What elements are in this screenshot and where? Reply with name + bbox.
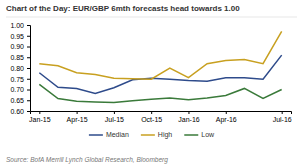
title: Chart of the Day: EUR/GBP 6mth forecasts… [6,4,240,13]
y-axis-line [27,26,31,112]
x-tick: Jan-15 [29,111,51,123]
legend-swatch [141,134,155,136]
chart: Chart of the Day: EUR/GBP 6mth forecasts… [0,0,303,167]
y-tick: 0.70 [10,86,30,93]
y-tick-label: 0.90 [10,43,24,50]
legend: Median High Low [89,131,215,139]
y-axis: 0.60 0.65 0.70 0.75 0.80 0.85 0.90 0.95 1.00 [10,22,30,115]
x-tick-label: Apr-16 [216,116,237,124]
y-tick-mark [27,100,30,101]
legend-item: Low [184,131,215,138]
y-tick: 0.85 [10,54,30,61]
y-tick-label: 1.00 [10,22,24,29]
x-tick-label: Oct-15 [141,116,162,123]
y-tick: 0.75 [10,75,30,82]
y-tick-mark [27,79,30,80]
x-tick: Apr-16 [216,111,237,124]
x-tick-mark [39,111,40,114]
y-tick-label: 0.70 [10,86,24,93]
x-tick-label: Jan-15 [29,116,51,123]
y-tick: 0.60 [10,108,30,115]
legend-swatch [184,134,198,136]
x-tick-label: Jan-16 [178,116,200,123]
title-rule [6,17,297,18]
series-group [39,31,281,102]
series-line [39,84,281,102]
plot: 0.60 0.65 0.70 0.75 0.80 0.85 0.90 0.95 1.00 Jan-… [10,22,291,124]
legend-label: Low [201,131,215,138]
x-tick-label: Jul-16 [273,116,292,123]
x-tick: Jul-16 [273,111,292,123]
x-tick-mark [77,111,78,114]
y-tick-label: 0.65 [10,97,24,104]
y-tick-mark [27,47,30,48]
x-axis: Jan-15 Apr-15 Jul-15 Oct-15 Jan-16 Apr-16 Jul-… [29,111,292,124]
y-tick-mark [27,111,30,112]
y-tick-mark [27,57,30,58]
y-tick-mark [27,36,30,37]
y-tick-label: 0.60 [10,108,24,115]
x-tick-label: Jul-15 [105,116,124,123]
x-tick-mark [188,111,189,114]
x-tick: Jan-16 [178,111,200,123]
legend-label: Median [106,131,129,138]
legend-swatch [89,134,103,136]
x-tick-label: Apr-15 [67,116,88,124]
legend-item: High [141,131,173,139]
x-tick: Oct-15 [141,111,162,123]
y-tick: 0.65 [10,97,30,104]
x-tick-mark [114,111,115,114]
x-tick: Apr-15 [67,111,88,124]
x-tick-mark [226,111,227,114]
y-tick-label: 0.85 [10,54,24,61]
y-tick: 0.90 [10,43,30,50]
x-axis-line [31,112,292,115]
source: Source: BofA Merrill Lynch Global Resear… [6,156,168,164]
y-tick-mark [27,90,30,91]
x-tick: Jul-15 [105,111,124,123]
legend-item: Median [89,131,129,138]
y-tick-label: 0.80 [10,65,24,72]
y-tick-mark [27,25,30,26]
y-tick: 0.80 [10,65,30,72]
y-tick-label: 0.95 [10,32,24,39]
y-tick-label: 0.75 [10,75,24,82]
x-tick-mark [151,111,152,114]
legend-label: High [158,131,173,139]
series-line [39,31,281,79]
y-tick: 1.00 [10,22,30,29]
x-tick-mark [282,111,283,114]
y-tick: 0.95 [10,32,30,39]
y-tick-mark [27,68,30,69]
